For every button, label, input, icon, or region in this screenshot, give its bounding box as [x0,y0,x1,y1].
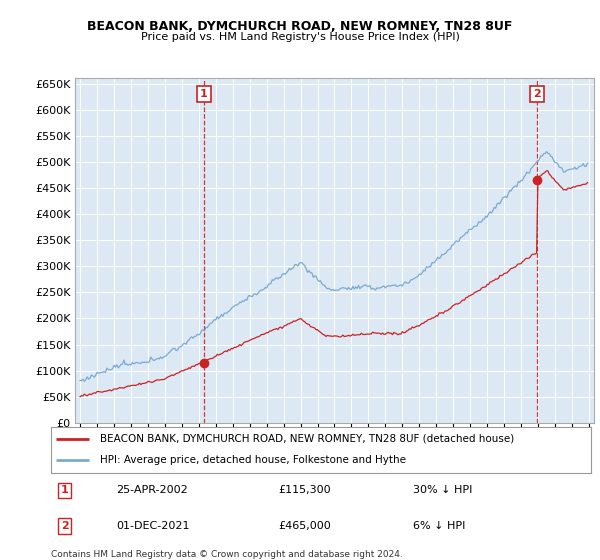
Text: 2: 2 [61,521,68,531]
Text: Contains HM Land Registry data © Crown copyright and database right 2024.
This d: Contains HM Land Registry data © Crown c… [51,550,403,560]
Text: HPI: Average price, detached house, Folkestone and Hythe: HPI: Average price, detached house, Folk… [100,455,406,465]
Text: £115,300: £115,300 [278,486,331,496]
Text: BEACON BANK, DYMCHURCH ROAD, NEW ROMNEY, TN28 8UF: BEACON BANK, DYMCHURCH ROAD, NEW ROMNEY,… [88,20,512,32]
Text: £465,000: £465,000 [278,521,331,531]
Text: BEACON BANK, DYMCHURCH ROAD, NEW ROMNEY, TN28 8UF (detached house): BEACON BANK, DYMCHURCH ROAD, NEW ROMNEY,… [100,434,514,444]
Text: 1: 1 [200,89,208,99]
Text: 30% ↓ HPI: 30% ↓ HPI [413,486,472,496]
Text: 1: 1 [61,486,68,496]
Text: 2: 2 [533,89,541,99]
Text: 25-APR-2002: 25-APR-2002 [116,486,188,496]
Text: Price paid vs. HM Land Registry's House Price Index (HPI): Price paid vs. HM Land Registry's House … [140,32,460,42]
Text: 6% ↓ HPI: 6% ↓ HPI [413,521,465,531]
Text: 01-DEC-2021: 01-DEC-2021 [116,521,190,531]
